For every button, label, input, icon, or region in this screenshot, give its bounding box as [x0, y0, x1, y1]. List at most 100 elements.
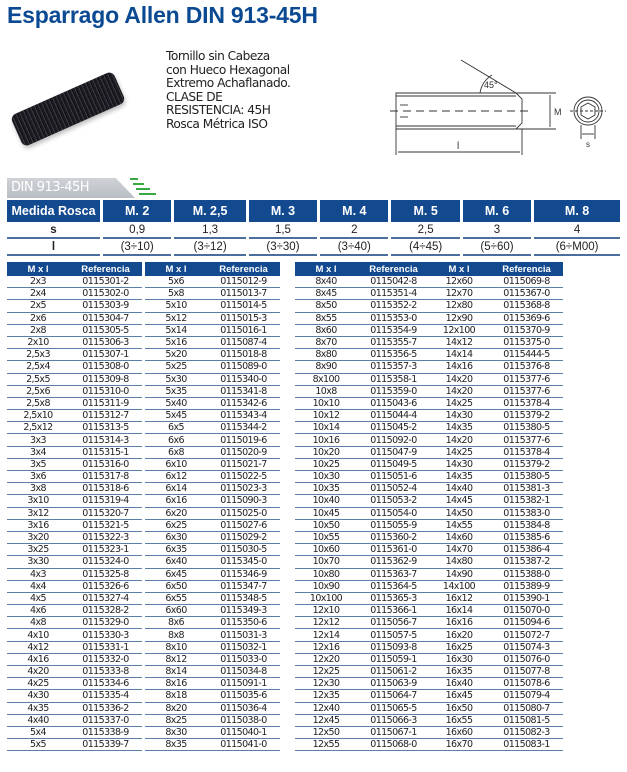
reference-cell: 0115357-3 — [357, 360, 430, 374]
table-row: 12x45 0115066-3 — [295, 714, 430, 727]
size-cell: 6x60 — [145, 604, 207, 618]
table-row: 16x35 0115077-8 — [428, 665, 563, 679]
table-row: 10x14 0115045-2 — [295, 421, 430, 435]
reference-cell: 0115064-7 — [357, 689, 430, 703]
reference-cell: 0115049-5 — [357, 458, 430, 472]
size-cell: 5x6 — [145, 276, 207, 289]
reference-cell: 0115376-8 — [490, 360, 563, 374]
table-row: 10x20 0115047-9 — [295, 446, 430, 459]
size-cell: 6x45 — [145, 568, 207, 581]
reference-cell: 0115384-8 — [490, 519, 563, 532]
reference-cell: 0115361-0 — [357, 543, 430, 557]
reference-cell: 0115356-5 — [357, 348, 430, 362]
size-cell: 14x55 — [428, 519, 490, 532]
size-cell: 6x50 — [145, 580, 207, 593]
size-cell: 16x25 — [428, 641, 490, 654]
table-row: 16x25 0115074-3 — [428, 641, 563, 654]
reference-cell: 0115051-6 — [357, 470, 430, 484]
reference-cell: 0115337-0 — [69, 714, 142, 727]
reference-cell: 0115324-0 — [69, 555, 142, 569]
table-row: 3x6 0115317-8 — [7, 470, 142, 484]
size-cell: 10x25 — [295, 458, 357, 472]
table-row: 6x50 0115347-7 — [145, 580, 280, 593]
table-row: 14x30 0115379-2 — [428, 409, 563, 423]
reference-cell: 0115087-4 — [207, 336, 280, 350]
table-row: 4x5 0115327-4 — [7, 592, 142, 606]
reference-cell: 0115323-1 — [69, 543, 142, 557]
size-cell: 6x30 — [145, 531, 207, 545]
table-row: 12x30 0115063-9 — [295, 677, 430, 691]
table-row: 4x4 0115326-6 — [7, 580, 142, 593]
reference-cell: 0115059-1 — [357, 653, 430, 667]
size-cell: 2x3 — [7, 276, 69, 289]
table-row: 8x35 0115041-0 — [145, 738, 280, 752]
size-cell: 12x50 — [295, 726, 357, 740]
size-cell: 3x4 — [7, 446, 69, 459]
reference-cell: 0115369-6 — [490, 312, 563, 325]
table-row: 3x3 0115314-3 — [7, 433, 142, 447]
size-cell: 10x90 — [295, 580, 357, 593]
table-row: 4x25 0115334-6 — [7, 677, 142, 691]
reference-cell: 0115348-5 — [207, 592, 280, 606]
size-cell: 2,5x10 — [7, 409, 69, 423]
table-row: 2x4 0115302-0 — [7, 287, 142, 301]
size-cell: 10x55 — [295, 531, 357, 545]
table-row: 8x25 0115038-0 — [145, 714, 280, 727]
spec-header: M. 4 — [317, 200, 390, 222]
reference-cell: 0115030-5 — [207, 543, 280, 557]
m-label: M — [554, 107, 562, 117]
reference-cell: 0115365-3 — [357, 592, 430, 606]
size-cell: 2,5x6 — [7, 385, 69, 398]
table-row: 12x55 0115068-0 — [295, 738, 430, 752]
table-row: 6x55 0115348-5 — [145, 592, 280, 606]
reference-cell: 0115092-0 — [357, 433, 430, 447]
size-cell: 4x40 — [7, 714, 69, 727]
table-row: 6x60 0115349-3 — [145, 604, 280, 618]
description-line: CLASE DE — [166, 89, 223, 104]
size-cell: 6x6 — [145, 433, 207, 447]
size-cell: 6x20 — [145, 507, 207, 520]
header-referencia: Referencia — [490, 262, 563, 276]
size-cell: 14x12 — [428, 336, 490, 350]
reference-cell: 0115076-0 — [490, 653, 563, 667]
reference-cell: 0115056-7 — [357, 616, 430, 630]
table-row: 14x50 0115383-0 — [428, 507, 563, 520]
reference-cell: 0115068-0 — [357, 738, 430, 752]
size-cell: 14x25 — [428, 397, 490, 411]
reference-cell: 0115390-1 — [490, 592, 563, 606]
size-cell: 8x8 — [145, 628, 207, 642]
reference-cell: 0115364-5 — [357, 580, 430, 593]
reference-cell: 0115320-7 — [69, 507, 142, 520]
size-cell: 16x12 — [428, 592, 490, 606]
reference-cell: 0115044-4 — [357, 409, 430, 423]
spec-cell: 4 — [531, 222, 620, 239]
description-line: Tornillo sin Cabeza — [166, 49, 270, 63]
size-cell: 8x90 — [295, 360, 357, 374]
table-row: 10x35 0115052-4 — [295, 482, 430, 496]
table-row: 8x10 0115032-1 — [145, 641, 280, 654]
table-row: 2,5x6 0115310-0 — [7, 385, 142, 398]
table-row: 3x4 0115315-1 — [7, 446, 142, 459]
angle-label: 45° — [484, 80, 498, 90]
table-row: 12x20 0115059-1 — [295, 653, 430, 667]
table-row: 5x45 0115343-4 — [145, 409, 280, 423]
size-cell: 14x45 — [428, 494, 490, 508]
reference-cell: 0115342-6 — [207, 397, 280, 411]
table-row: 2x3 0115301-2 — [7, 276, 142, 289]
size-cell: 3x12 — [7, 507, 69, 520]
table-row: 8x40 0115042-8 — [295, 276, 430, 289]
size-cell: 10x30 — [295, 470, 357, 484]
table-row: 6x16 0115090-3 — [145, 494, 280, 508]
section-tab: DIN 913-45H — [7, 178, 135, 198]
table-row: 10x12 0115044-4 — [295, 409, 430, 423]
spec-cell: (6÷M00) — [531, 238, 620, 256]
spec-row-l: l (3÷10) (3÷12) (3÷30) (3÷40) (4÷45) (5÷60) (6÷… — [7, 238, 620, 256]
table-row: 8x55 0115353-0 — [295, 312, 430, 325]
reference-cell: 0115079-4 — [490, 689, 563, 703]
product-description: Tornillo sin Cabeza con Hueco Hexagonal … — [166, 49, 291, 132]
table-row: 16x30 0115076-0 — [428, 653, 563, 667]
table-row: 10x16 0115092-0 — [295, 433, 430, 447]
table-row: 8x6 0115350-6 — [145, 616, 280, 630]
table-row: 6x35 0115030-5 — [145, 543, 280, 557]
s-label: s — [586, 140, 590, 149]
